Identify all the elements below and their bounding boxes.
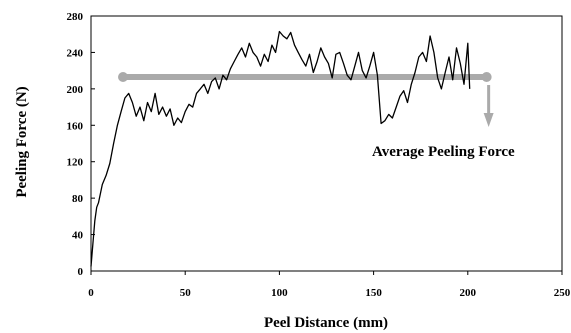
x-tick-label: 100 bbox=[271, 287, 288, 299]
x-tick-label: 50 bbox=[180, 287, 192, 299]
average-line-start-marker bbox=[118, 72, 129, 83]
average-line-end-marker bbox=[481, 72, 492, 83]
y-tick-label: 240 bbox=[67, 47, 84, 59]
average-annotation: Average Peeling Force bbox=[372, 144, 515, 160]
y-tick-label: 120 bbox=[67, 157, 84, 169]
x-tick-label: 200 bbox=[460, 287, 477, 299]
y-tick-label: 40 bbox=[72, 230, 84, 242]
series-line-0 bbox=[90, 30, 471, 267]
y-tick-label: 80 bbox=[72, 193, 84, 205]
axes bbox=[90, 15, 563, 275]
y-axis-title: Peeling Force (N) bbox=[14, 86, 30, 197]
y-tick-label: 200 bbox=[67, 84, 84, 96]
x-tick-label: 250 bbox=[554, 287, 571, 299]
x-tick-label: 0 bbox=[88, 287, 94, 299]
average-line-group bbox=[118, 72, 494, 128]
x-axis-title: Peel Distance (mm) bbox=[264, 315, 388, 331]
y-tick-label: 280 bbox=[67, 11, 84, 23]
tick-labels: 0 40 80 120 160 200 240 280 0 50 100 150 200 250 bbox=[67, 11, 571, 299]
y-tick-label: 160 bbox=[67, 120, 84, 132]
plot-area bbox=[90, 15, 563, 272]
y-tick-label: 0 bbox=[78, 266, 84, 278]
series-group bbox=[90, 30, 471, 267]
annotation-arrow-head bbox=[483, 113, 494, 128]
x-tick-label: 150 bbox=[365, 287, 382, 299]
